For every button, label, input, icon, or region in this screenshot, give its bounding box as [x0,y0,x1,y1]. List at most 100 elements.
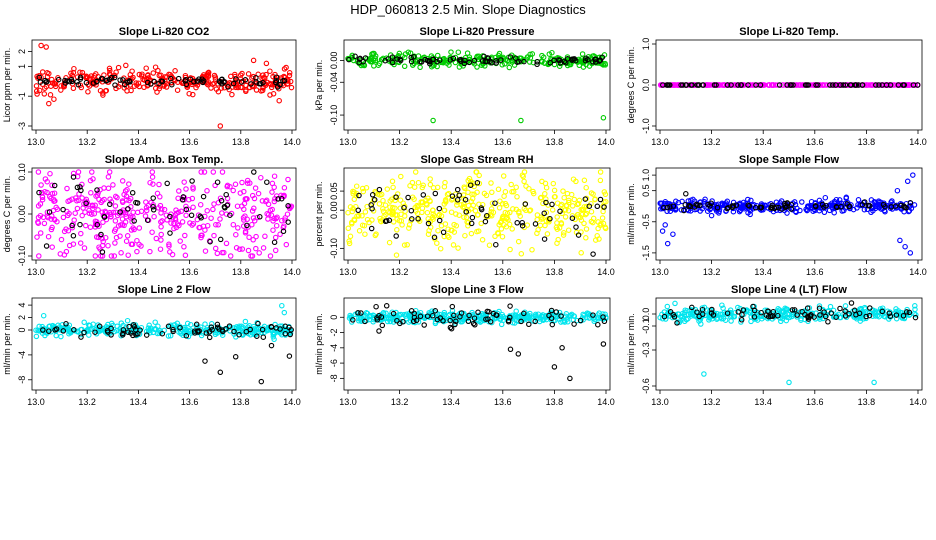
data-point [288,84,295,91]
data-point [98,75,105,82]
data-point [202,358,208,364]
data-point [156,181,162,188]
data-point [907,250,914,256]
data-point [456,212,462,218]
data-point [522,309,528,315]
data-point [393,315,400,321]
data-point [431,234,438,241]
data-point [199,232,205,239]
data-point [165,333,172,339]
data-point [232,354,239,360]
data-point [400,318,406,325]
data-point [401,242,408,248]
data-point [492,233,498,240]
data-point [248,81,254,87]
data-point [848,300,855,306]
data-point [478,205,485,211]
data-point [372,53,379,59]
data-point [255,190,262,197]
data-point [53,204,59,211]
data-point [187,321,194,328]
data-point [174,221,181,227]
panel-2: Slope Li-820 Pressure kPa per min. 13.0 13.… [314,26,615,147]
data-point [177,238,183,244]
series-selected [350,303,608,382]
data-point [521,58,527,65]
panel-title: Slope Line 2 Flow [118,284,211,296]
data-point [136,83,143,90]
data-point [538,194,544,201]
data-point [117,209,123,215]
data-point [399,222,405,228]
data-point [556,225,563,231]
data-point [597,177,604,184]
data-point [86,332,92,338]
data-point [461,184,467,190]
data-point [92,202,98,209]
data-point [678,207,685,213]
data-point [708,200,714,207]
data-point [368,202,374,208]
data-point [524,54,531,60]
data-point [708,310,715,316]
x-tick-label: 14.0 [909,397,927,407]
data-point [227,253,234,259]
data-point [214,324,221,330]
x-tick-label: 13.4 [754,137,772,147]
data-point [449,303,456,310]
data-point [386,239,393,246]
data-point [441,309,448,316]
panel-3: Slope Li-820 Temp. degrees C per min. 13.0… [626,26,927,147]
data-point [238,79,245,85]
data-point [167,249,173,255]
data-point [832,82,839,88]
data-point [383,303,390,309]
data-point [179,219,186,225]
data-point [283,241,290,248]
data-point [204,188,210,194]
data-point [358,310,364,316]
data-point [579,206,586,213]
data-point [159,330,166,337]
data-point [588,208,595,215]
data-point [94,187,100,193]
data-point [169,81,175,88]
data-point [392,205,398,211]
data-point [895,82,902,88]
data-point [166,241,172,248]
data-point [729,313,735,319]
panel-title: Slope Line 4 (LT) Flow [731,284,847,296]
data-point [782,204,789,210]
data-point [448,49,454,55]
data-point [352,53,358,60]
data-point [430,207,436,214]
x-tick-label: 14.0 [597,397,615,407]
data-point [268,81,274,88]
data-point [455,49,462,55]
data-point [566,197,572,204]
data-point [740,199,747,206]
data-point [590,251,596,257]
data-point [683,191,689,197]
data-point [549,321,556,328]
data-point [106,169,113,175]
data-point [237,72,244,78]
panel-7: Slope Line 2 Flow ml/min per min. 13.0 13.2… [2,284,301,407]
data-point [163,84,170,90]
data-point [46,209,53,215]
data-point [87,326,93,333]
data-point [465,202,472,209]
y-tick-label: -6 [329,359,339,367]
y-axis-label: degrees C per min. [2,176,12,253]
data-point [602,62,609,68]
data-point [74,205,81,212]
data-point [286,70,293,76]
data-point [112,203,119,209]
data-point [85,89,91,95]
data-point [571,321,577,327]
data-point [74,79,80,85]
data-point [855,82,862,88]
data-point [152,319,158,325]
data-point [453,318,459,325]
data-point [155,323,161,330]
